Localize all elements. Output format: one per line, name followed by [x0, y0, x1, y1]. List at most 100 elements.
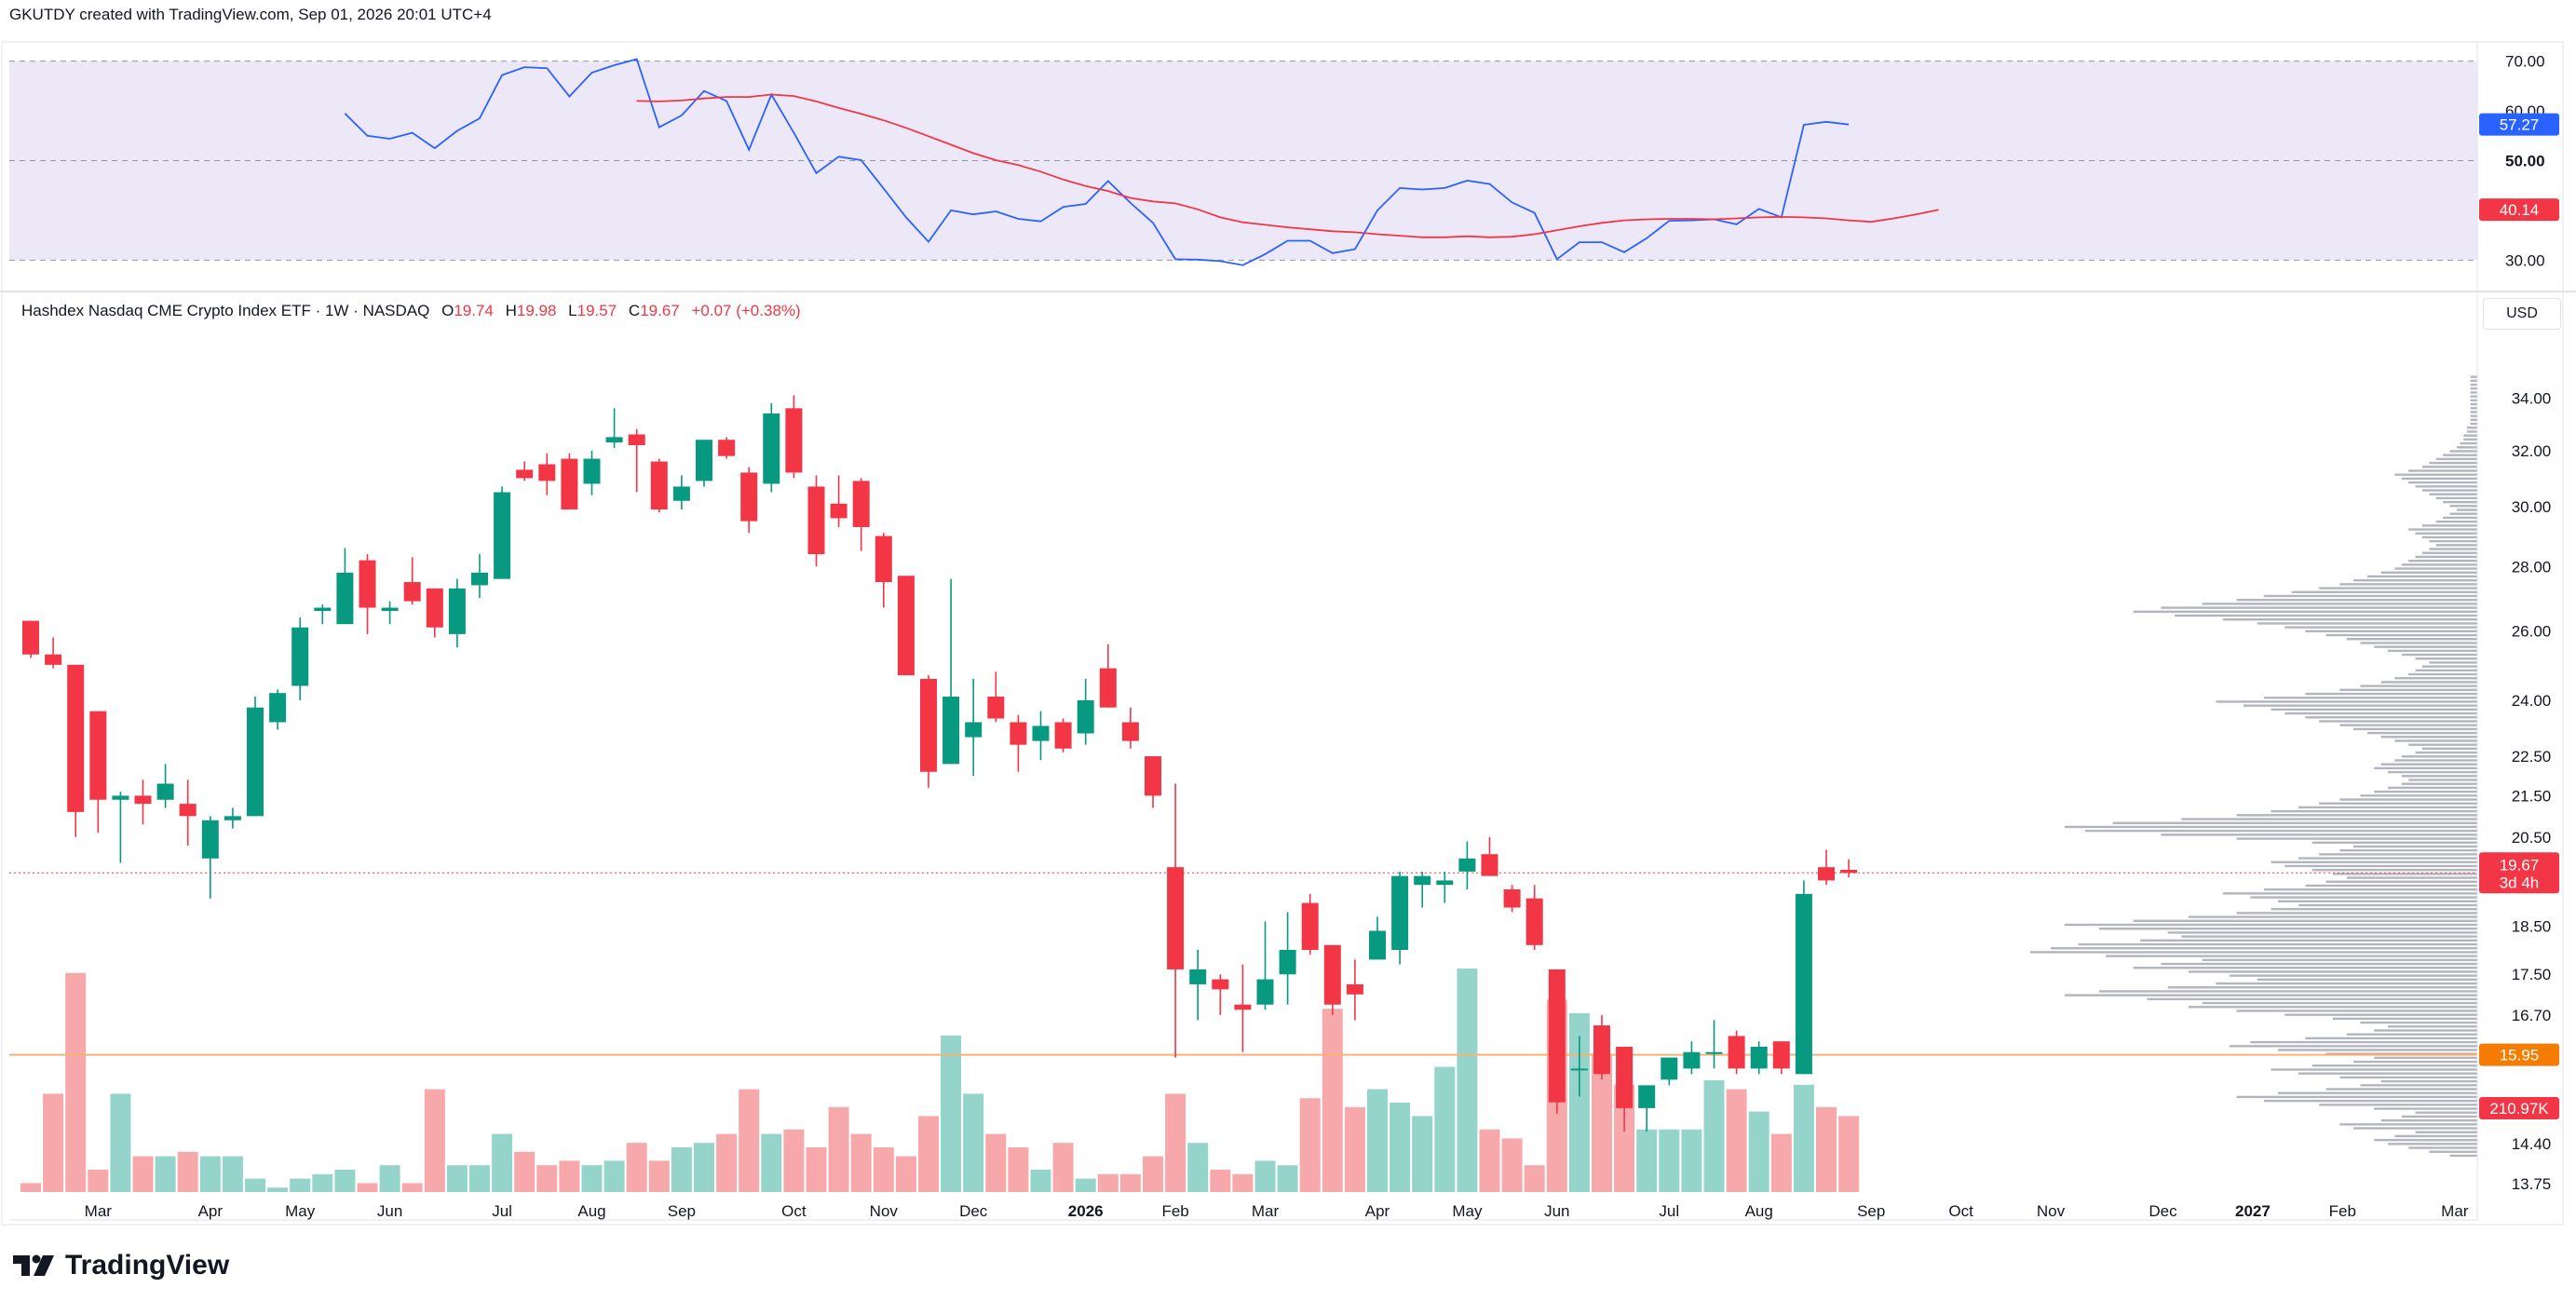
- profile-row: [2380, 763, 2477, 766]
- candle-body: [807, 486, 825, 555]
- candle-body: [1705, 1051, 1723, 1054]
- volume-bar: [446, 1165, 468, 1192]
- volume-bar: [783, 1129, 805, 1192]
- volume-bar: [312, 1173, 333, 1192]
- time-tick-label: Mar: [2441, 1202, 2469, 1220]
- profile-row: [2346, 1033, 2477, 1036]
- candle-body: [1234, 1004, 1252, 1010]
- profile-row: [2360, 684, 2477, 687]
- time-tick-label: Feb: [2329, 1202, 2356, 1220]
- profile-row: [2388, 1143, 2477, 1145]
- profile-row: [2443, 500, 2477, 504]
- profile-row: [2401, 1115, 2477, 1118]
- candle-body: [1616, 1046, 1634, 1108]
- volume-bar: [1119, 1173, 1141, 1192]
- profile-row: [2394, 473, 2477, 476]
- profile-row: [2449, 450, 2477, 453]
- volume-bar: [267, 1187, 289, 1192]
- profile-row: [2188, 970, 2477, 973]
- volume-bar: [1254, 1160, 1276, 1192]
- profile-row: [2429, 1150, 2477, 1153]
- volume-bar: [177, 1151, 198, 1192]
- candle-body: [1458, 858, 1476, 872]
- candle-body: [538, 464, 556, 481]
- profile-row: [2449, 512, 2477, 515]
- profile-row: [2374, 1138, 2477, 1142]
- volume-bar: [290, 1178, 311, 1192]
- candle-body: [1032, 725, 1050, 741]
- profile-row: [2030, 951, 2477, 954]
- volume-bar: [1793, 1084, 1814, 1192]
- price-tick-label: 22.50: [2512, 748, 2552, 766]
- tradingview-logo[interactable]: TradingView: [13, 1250, 229, 1281]
- profile-row: [2380, 1118, 2477, 1122]
- profile-row: [2216, 982, 2477, 985]
- profile-row: [2421, 665, 2477, 668]
- profile-row: [2264, 888, 2477, 891]
- profile-row: [2339, 688, 2477, 692]
- volume-bar: [1770, 1133, 1792, 1192]
- profile-row: [2339, 1123, 2477, 1126]
- profile-row: [2388, 770, 2477, 774]
- profile-row: [2325, 880, 2477, 883]
- rsi-tick-label: 30.00: [2505, 251, 2545, 269]
- chart-frame: [1, 41, 2564, 1226]
- creator-line: GKUTDY created with TradingView.com, Sep…: [9, 6, 492, 23]
- change-value: +0.07 (+0.38%): [691, 302, 801, 319]
- volume-bar: [1232, 1173, 1254, 1192]
- profile-row: [2470, 402, 2477, 406]
- volume-bar: [88, 1170, 109, 1192]
- candle-body: [224, 816, 241, 820]
- profile-row: [2401, 775, 2477, 778]
- candle-body: [1301, 902, 1319, 950]
- candle-body: [516, 469, 534, 479]
- profile-row: [2394, 1134, 2477, 1138]
- profile-row: [2380, 571, 2477, 574]
- profile-row: [2388, 1025, 2477, 1028]
- candle-body: [201, 820, 219, 859]
- volume-bar: [1097, 1173, 1119, 1192]
- candle-body: [740, 472, 758, 522]
- time-tick-label: May: [285, 1202, 316, 1220]
- volume-last-tag: [2479, 1097, 2559, 1119]
- profile-row: [2285, 864, 2477, 868]
- profile-row: [2106, 955, 2477, 957]
- candle-body: [494, 492, 511, 579]
- profile-row: [2188, 1006, 2477, 1009]
- time-tick-label: May: [1452, 1202, 1483, 1220]
- profile-row: [2374, 766, 2477, 770]
- profile-row: [2443, 454, 2477, 456]
- profile-row: [2236, 598, 2477, 602]
- candle-body: [650, 461, 668, 510]
- candle-body: [1436, 880, 1454, 886]
- high-key: H: [505, 302, 517, 319]
- profile-row: [2470, 387, 2477, 390]
- volume-bar: [155, 1156, 176, 1192]
- currency-button[interactable]: USD: [2483, 298, 2561, 330]
- candle-body: [628, 434, 645, 446]
- level-label: 15.95: [2500, 1047, 2540, 1064]
- rsi-last-value-label: 40.14: [2500, 201, 2540, 219]
- profile-row: [2421, 551, 2477, 554]
- profile-row: [2285, 626, 2477, 629]
- price-tick-label: 16.70: [2512, 1007, 2552, 1024]
- profile-row: [2435, 544, 2477, 547]
- profile-row: [2339, 583, 2477, 586]
- profile-row: [2140, 939, 2477, 942]
- profile-row: [2305, 716, 2477, 719]
- volume-bar: [65, 972, 87, 1192]
- candle-body: [718, 440, 736, 456]
- profile-row: [2339, 1076, 2477, 1079]
- profile-row: [2449, 1154, 2477, 1158]
- tradingview-logo-icon: [13, 1254, 54, 1276]
- rsi-last-value-tag: [2479, 198, 2559, 222]
- profile-row: [2408, 743, 2477, 746]
- candle-body: [336, 572, 354, 625]
- candle-body: [1525, 898, 1543, 945]
- rsi-last-value-label: 57.27: [2500, 116, 2540, 134]
- profile-row: [2388, 786, 2477, 790]
- candle-body: [1121, 722, 1139, 741]
- profile-row: [2466, 427, 2477, 429]
- profile-row: [2466, 430, 2477, 433]
- candle-body: [830, 503, 847, 519]
